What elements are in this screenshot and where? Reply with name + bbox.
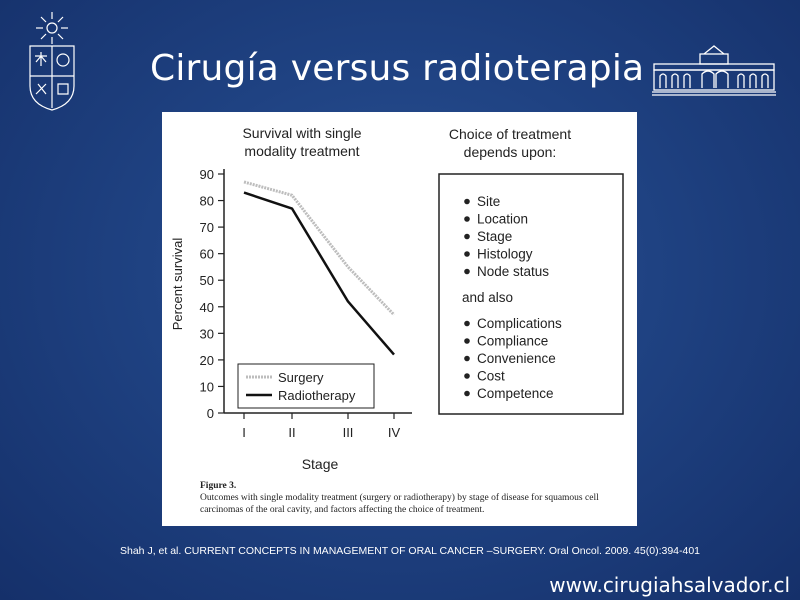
citation: Shah J, et al. CURRENT CONCEPTS IN MANAG… <box>120 545 701 557</box>
chart-title-line-1: Survival with single <box>242 125 361 141</box>
figure-caption-text: Outcomes with single modality treatment … <box>200 493 599 515</box>
treatment-also-item: Complications <box>477 316 562 331</box>
legend-label-radiotherapy: Radiotherapy <box>278 388 356 403</box>
y-tick-label: 20 <box>200 353 214 368</box>
y-tick-label: 70 <box>200 220 214 235</box>
bullet-icon <box>464 338 470 344</box>
bullet-icon <box>464 216 470 222</box>
bullet-icon <box>464 233 470 240</box>
bullet-icon <box>464 251 470 257</box>
treatment-item: Node status <box>477 264 549 279</box>
slide-title: Cirugía versus radioterapia <box>150 48 645 89</box>
y-tick-label: 90 <box>200 167 214 182</box>
chart-title-line-2: modality treatment <box>244 143 359 159</box>
figure-label: Figure 3. <box>200 481 237 491</box>
university-crest-icon <box>29 12 75 111</box>
treatment-also-item: Cost <box>477 369 505 384</box>
y-tick-label: 0 <box>207 406 214 421</box>
x-tick-label: II <box>288 425 295 440</box>
y-tick-label: 50 <box>200 273 214 288</box>
website-url[interactable]: www.cirugiahsalvador.cl <box>549 573 790 597</box>
figure-panel: Survival with single modality treatment … <box>162 112 637 526</box>
treatment-also-item: Convenience <box>477 351 556 366</box>
y-tick-label: 60 <box>200 247 214 262</box>
bullet-icon <box>464 320 470 327</box>
x-tick-label: III <box>343 425 354 440</box>
treatment-item: Location <box>477 212 528 227</box>
bullet-icon <box>464 390 470 397</box>
figure-caption: Figure 3. Outcomes with single modality … <box>200 480 630 516</box>
y-tick-label: 30 <box>200 326 214 341</box>
hospital-logo <box>650 42 778 98</box>
x-tick-label: I <box>242 425 246 440</box>
hospital-building-icon <box>652 45 776 96</box>
y-axis-label: Percent survival <box>170 238 185 331</box>
x-tick-label: IV <box>388 425 401 440</box>
y-tick-label: 40 <box>200 300 214 315</box>
chart-legend <box>237 363 375 409</box>
bullet-icon <box>464 198 470 205</box>
legend-label-surgery: Surgery <box>278 370 324 385</box>
survival-chart: Survival with single modality treatment … <box>170 125 624 472</box>
treatment-box <box>438 173 624 415</box>
y-tick-label: 80 <box>200 194 214 209</box>
treatment-item: Site <box>477 194 500 209</box>
series-line-surgery <box>243 180 396 316</box>
bullet-icon <box>464 373 470 379</box>
treatment-item: Histology <box>477 247 533 262</box>
treatment-heading-line-1: Choice of treatment <box>449 126 571 142</box>
treatment-also-item: Compliance <box>477 334 548 349</box>
university-crest-logo <box>22 8 82 112</box>
treatment-also-label: and also <box>462 290 513 305</box>
treatment-item: Stage <box>477 229 512 244</box>
series-line-radiotherapy <box>243 191 395 356</box>
y-tick-label: 10 <box>200 379 214 394</box>
bullet-icon <box>464 268 470 275</box>
x-axis-label: Stage <box>302 456 339 472</box>
bullet-icon <box>464 355 470 362</box>
treatment-also-item: Competence <box>477 386 554 401</box>
treatment-heading-line-2: depends upon: <box>464 144 557 160</box>
